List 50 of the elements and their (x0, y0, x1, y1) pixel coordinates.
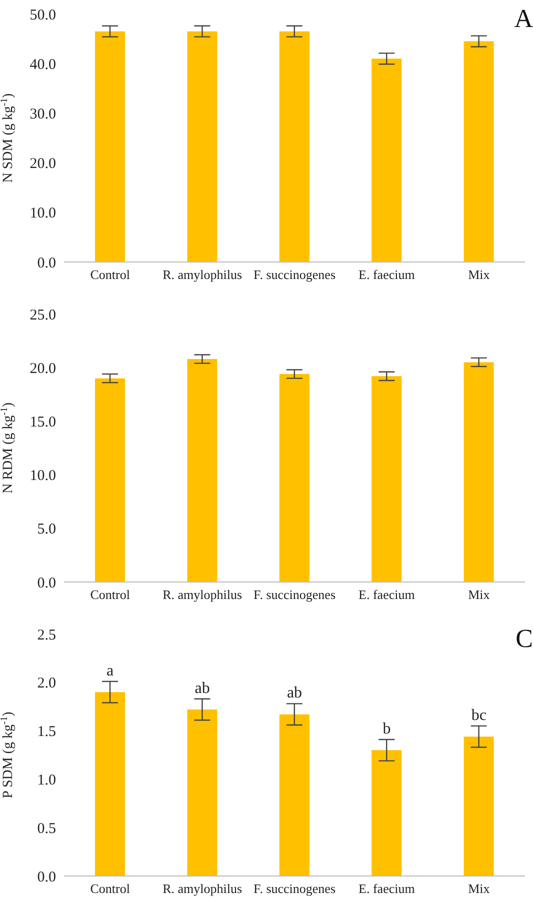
chart-title: A (514, 4, 533, 34)
bar (464, 362, 494, 582)
annotation: ab (194, 680, 210, 697)
annotation: bc (471, 706, 486, 724)
y-tick-label: 0.0 (37, 255, 56, 272)
y-tick-label: 40.0 (30, 56, 56, 73)
x-tick-label: Control (90, 267, 130, 282)
x-tick-label: F. succinogenes (254, 881, 336, 896)
x-tick-label: Mix (468, 881, 490, 896)
bar (372, 376, 402, 582)
annotation: ab (286, 684, 302, 702)
bar (279, 714, 310, 876)
y-tick-label: 0.0 (37, 869, 56, 886)
y-tick-label: 15.0 (30, 414, 56, 431)
x-tick-label: E. faecium (358, 587, 415, 602)
bar (187, 359, 218, 582)
y-tick-label: 0.5 (37, 820, 56, 837)
y-tick-label: 2.5 (37, 627, 56, 644)
y-tick-label: 25.0 (30, 307, 56, 324)
annotation: b (382, 720, 391, 738)
y-tick-label: 1.5 (37, 724, 56, 740)
x-tick-label: F. succinogenes (254, 587, 336, 602)
y-tick-label: 10.0 (30, 206, 56, 222)
x-tick-label: Mix (468, 587, 490, 602)
bar (279, 374, 310, 582)
x-tick-label: R. amylophilus (162, 587, 242, 602)
x-tick-label: E. faecium (358, 267, 415, 282)
chart-title: C (516, 624, 533, 654)
bar (95, 692, 125, 876)
y-tick-label: 0.0 (37, 575, 56, 592)
y-tick-label: 2.0 (37, 676, 56, 692)
bar (464, 736, 494, 876)
annotation: a (106, 662, 114, 680)
x-tick-label: Control (90, 587, 130, 602)
x-tick-label: E. faecium (358, 881, 415, 896)
x-tick-label: F. succinogenes (254, 267, 336, 282)
y-tick-label: 30.0 (30, 106, 56, 123)
bar (372, 750, 402, 876)
x-tick-label: Mix (468, 267, 490, 282)
x-tick-label: R. amylophilus (162, 881, 242, 896)
y-tick-label: 20.0 (30, 156, 56, 172)
y-tick-label: 20.0 (30, 360, 56, 377)
y-tick-label: 5.0 (37, 522, 56, 538)
bar (95, 378, 125, 582)
bar (187, 710, 218, 876)
x-tick-label: R. amylophilus (162, 267, 242, 282)
x-tick-label: Control (90, 881, 130, 896)
y-tick-label: 1.0 (37, 772, 56, 789)
y-tick-label: 50.0 (30, 7, 56, 24)
y-tick-label: 10.0 (30, 468, 56, 484)
